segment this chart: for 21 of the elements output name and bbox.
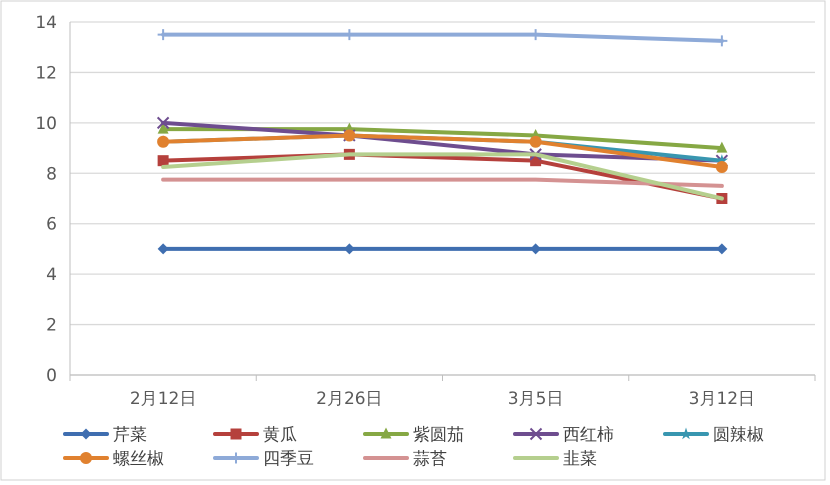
legend-label: 韭菜: [563, 449, 597, 469]
x-tick-label: 2月26日: [316, 389, 383, 409]
legend-label: 四季豆: [263, 449, 314, 469]
y-tick-label: 10: [35, 114, 57, 134]
y-tick-label: 14: [35, 13, 57, 33]
legend-label: 圆辣椒: [713, 425, 764, 445]
y-tick-label: 8: [46, 164, 57, 184]
legend-label: 蒜苔: [413, 449, 447, 469]
y-tick-label: 12: [35, 63, 57, 84]
legend-label: 紫圆茄: [413, 425, 464, 445]
legend-label: 西红柿: [563, 425, 614, 445]
x-tick-label: 3月12日: [688, 389, 756, 409]
legend-label: 芹菜: [113, 425, 147, 445]
y-tick-label: 4: [46, 265, 57, 286]
y-tick-label: 6: [46, 214, 57, 235]
x-tick-label: 2月12日: [130, 389, 196, 409]
x-tick-label: 3月5日: [508, 389, 564, 409]
legend-label: 黄瓜: [263, 425, 297, 445]
y-tick-label: 0: [46, 366, 57, 386]
y-tick-label: 2: [46, 316, 57, 336]
legend-label: 螺丝椒: [113, 449, 164, 469]
